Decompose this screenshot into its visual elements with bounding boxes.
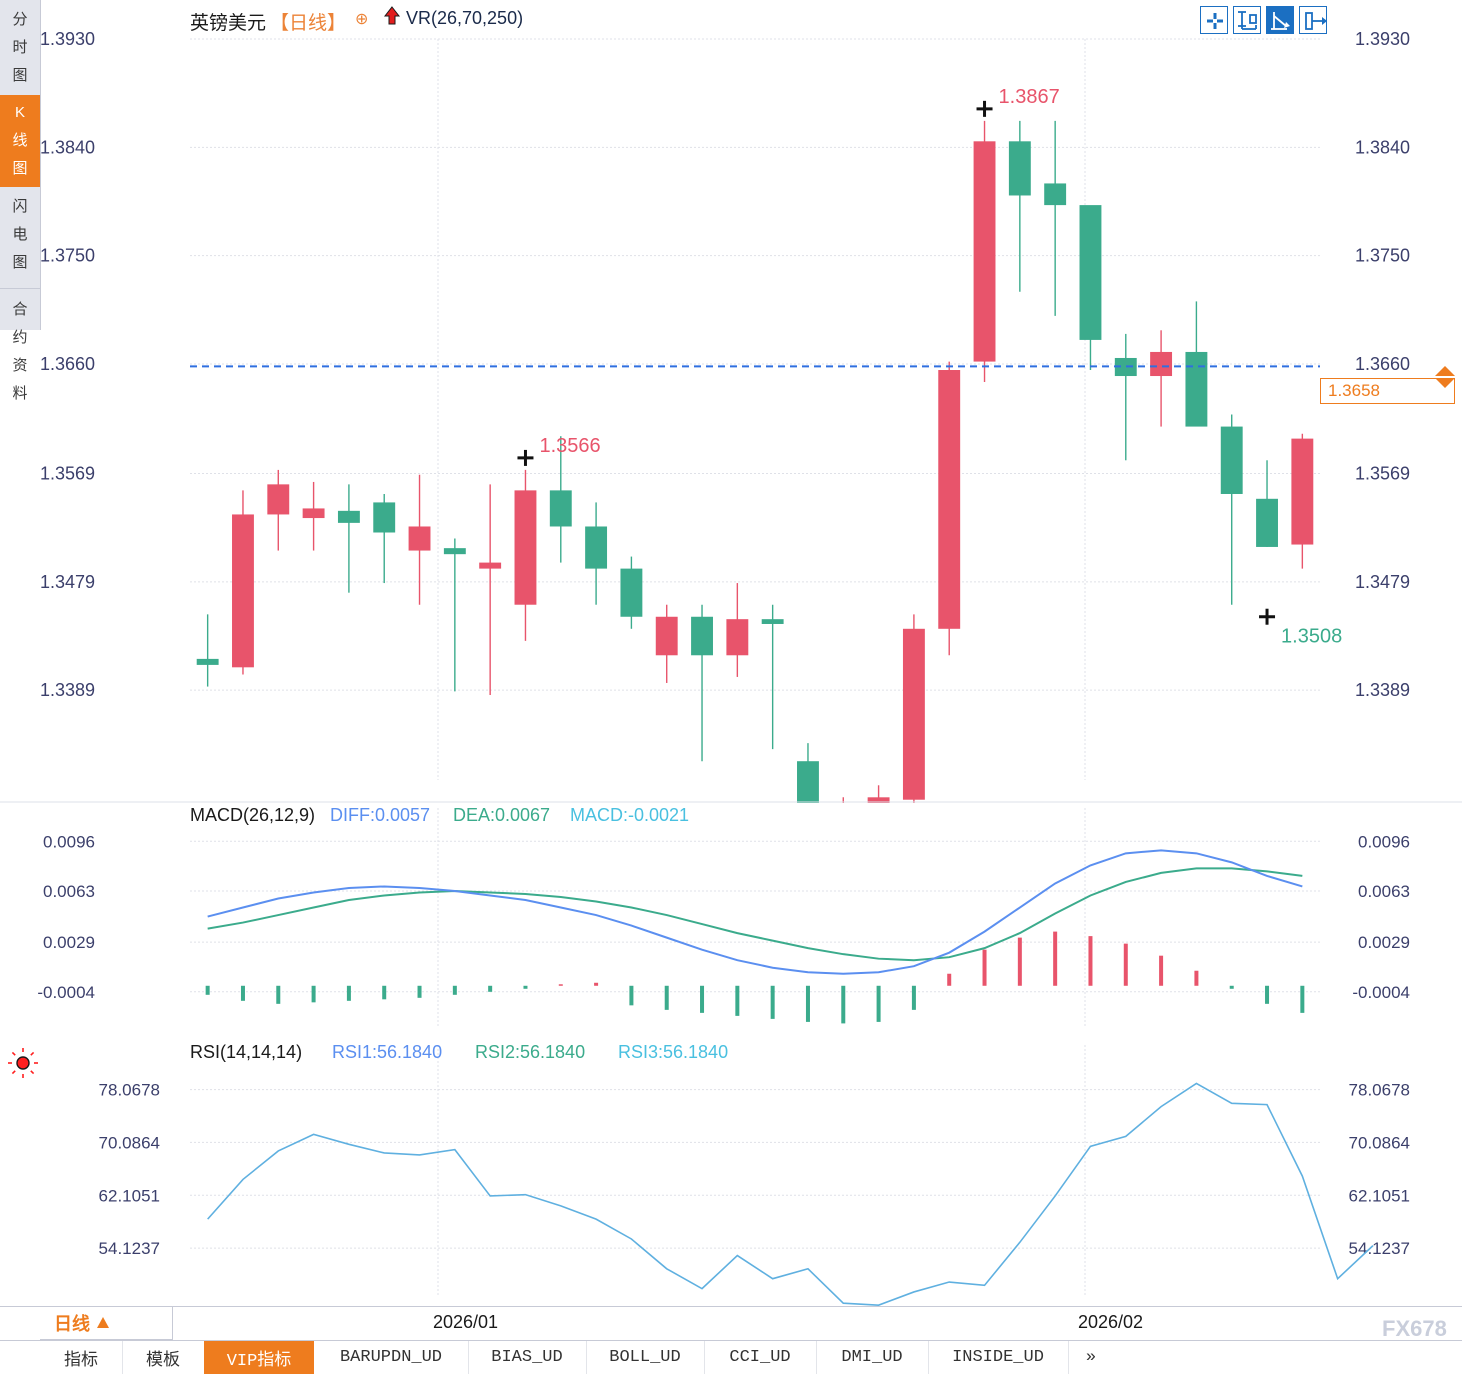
svg-text:62.1051: 62.1051 bbox=[99, 1186, 160, 1205]
svg-text:54.1237: 54.1237 bbox=[1349, 1239, 1410, 1258]
svg-text:1.3389: 1.3389 bbox=[1355, 680, 1410, 700]
svg-text:54.1237: 54.1237 bbox=[99, 1239, 160, 1258]
svg-text:1.3930: 1.3930 bbox=[1355, 29, 1410, 49]
svg-text:0.0096: 0.0096 bbox=[1358, 832, 1410, 851]
svg-text:MACD(26,12,9): MACD(26,12,9) bbox=[190, 805, 315, 825]
svg-text:-0.0004: -0.0004 bbox=[1352, 983, 1410, 1002]
svg-text:0.0029: 0.0029 bbox=[1358, 933, 1410, 952]
svg-text:1.3750: 1.3750 bbox=[1355, 246, 1410, 266]
svg-text:70.0864: 70.0864 bbox=[1349, 1133, 1410, 1152]
svg-text:1.3566: 1.3566 bbox=[539, 435, 600, 457]
svg-text:0.0096: 0.0096 bbox=[43, 832, 95, 851]
svg-text:1.3660: 1.3660 bbox=[40, 354, 95, 374]
svg-text:1.3389: 1.3389 bbox=[40, 680, 95, 700]
svg-text:0.0063: 0.0063 bbox=[1358, 882, 1410, 901]
svg-text:RSI3:56.1840: RSI3:56.1840 bbox=[618, 1042, 728, 1062]
svg-text:1.3840: 1.3840 bbox=[1355, 137, 1410, 157]
svg-text:78.0678: 78.0678 bbox=[99, 1081, 160, 1100]
svg-text:78.0678: 78.0678 bbox=[1349, 1081, 1410, 1100]
svg-text:1.3867: 1.3867 bbox=[999, 86, 1060, 108]
svg-text:RSI(14,14,14): RSI(14,14,14) bbox=[190, 1042, 302, 1062]
svg-text:1.3930: 1.3930 bbox=[40, 29, 95, 49]
svg-text:1.3840: 1.3840 bbox=[40, 137, 95, 157]
svg-text:DEA:0.0067: DEA:0.0067 bbox=[453, 805, 550, 825]
svg-text:1.3750: 1.3750 bbox=[40, 246, 95, 266]
svg-text:RSI1:56.1840: RSI1:56.1840 bbox=[332, 1042, 442, 1062]
svg-text:1.3479: 1.3479 bbox=[1355, 572, 1410, 592]
svg-text:1.3569: 1.3569 bbox=[40, 464, 95, 484]
svg-text:70.0864: 70.0864 bbox=[99, 1133, 160, 1152]
svg-text:1.3660: 1.3660 bbox=[1355, 354, 1410, 374]
svg-text:62.1051: 62.1051 bbox=[1349, 1186, 1410, 1205]
svg-text:0.0029: 0.0029 bbox=[43, 933, 95, 952]
svg-text:MACD:-0.0021: MACD:-0.0021 bbox=[570, 805, 689, 825]
svg-text:1.3569: 1.3569 bbox=[1355, 464, 1410, 484]
svg-text:DIFF:0.0057: DIFF:0.0057 bbox=[330, 805, 430, 825]
svg-text:1.3479: 1.3479 bbox=[40, 572, 95, 592]
svg-text:0.0063: 0.0063 bbox=[43, 882, 95, 901]
svg-text:-0.0004: -0.0004 bbox=[37, 983, 95, 1002]
svg-text:RSI2:56.1840: RSI2:56.1840 bbox=[475, 1042, 585, 1062]
svg-text:1.3508: 1.3508 bbox=[1281, 626, 1342, 648]
